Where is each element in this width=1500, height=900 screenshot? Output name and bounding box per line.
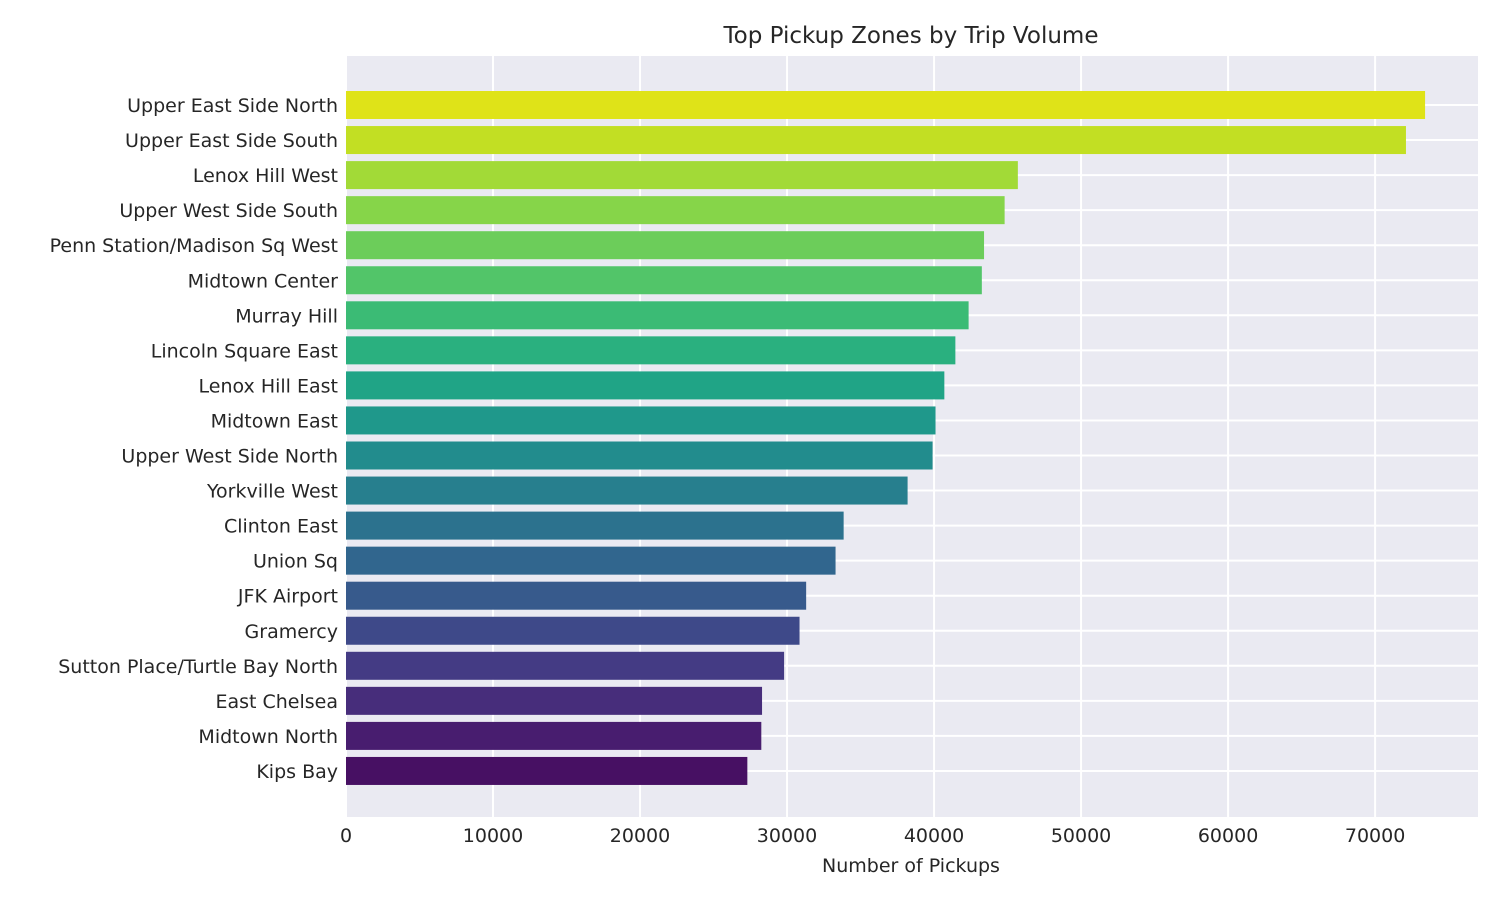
y-tick-label: Lenox Hill West	[193, 165, 338, 187]
y-tick-label: East Chelsea	[215, 691, 338, 713]
y-tick-labels: Upper East Side North Upper East Side Sou…	[50, 95, 339, 783]
bar	[346, 721, 762, 750]
x-tick-label: 10000	[463, 825, 523, 847]
bar	[346, 441, 933, 470]
bar	[346, 651, 785, 680]
y-tick-label: Upper East Side South	[125, 130, 338, 152]
bar	[346, 126, 1406, 155]
y-tick-label: Midtown East	[211, 410, 338, 432]
bar	[346, 476, 908, 505]
y-tick-label: Upper West Side South	[119, 200, 338, 222]
y-tick-label: Upper West Side North	[121, 446, 338, 468]
y-tick-label: Clinton East	[224, 516, 338, 538]
bar	[346, 546, 836, 575]
chart-title: Top Pickup Zones by Trip Volume	[723, 23, 1099, 49]
bar	[346, 616, 800, 645]
y-tick-label: Kips Bay	[256, 761, 338, 783]
x-tick-labels: 0 10000 20000 30000 40000 50000 60000 70000	[340, 825, 1405, 847]
y-tick-label: Penn Station/Madison Sq West	[50, 235, 338, 257]
bar	[346, 511, 844, 540]
bar	[346, 91, 1426, 119]
y-tick-label: Gramercy	[245, 621, 338, 643]
x-tick-label: 20000	[610, 825, 670, 847]
bar	[346, 266, 982, 295]
x-tick-label: 50000	[1051, 825, 1111, 847]
y-tick-label: Lincoln Square East	[151, 340, 338, 362]
bar	[346, 756, 748, 785]
y-tick-label: Midtown North	[198, 726, 338, 748]
x-axis-label: Number of Pickups	[822, 855, 1000, 877]
bar	[346, 406, 936, 435]
bar	[346, 336, 956, 365]
x-tick-label: 60000	[1198, 825, 1258, 847]
bar	[346, 371, 945, 400]
bar	[346, 581, 807, 610]
bars	[346, 91, 1426, 785]
y-tick-label: Lenox Hill East	[199, 375, 338, 397]
x-tick-label: 70000	[1345, 825, 1405, 847]
x-tick-label: 40000	[904, 825, 964, 847]
x-tick-label: 30000	[757, 825, 817, 847]
y-tick-label: Murray Hill	[235, 305, 338, 327]
x-tick-label: 0	[340, 825, 352, 847]
y-tick-label: JFK Airport	[237, 586, 338, 608]
bar	[346, 161, 1018, 190]
y-tick-label: Midtown Center	[188, 270, 339, 292]
bar	[346, 231, 985, 260]
y-tick-label: Upper East Side North	[127, 95, 338, 117]
bar	[346, 196, 1005, 225]
y-tick-label: Union Sq	[253, 551, 338, 573]
bar	[346, 686, 763, 715]
y-tick-label: Sutton Place/Turtle Bay North	[58, 656, 338, 678]
y-tick-label: Yorkville West	[206, 481, 338, 503]
bar	[346, 301, 969, 330]
